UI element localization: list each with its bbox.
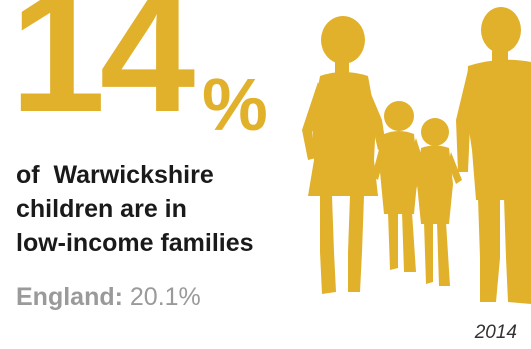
year-label: 2014 bbox=[474, 322, 517, 343]
england-comparison: England: 20.1% bbox=[16, 281, 201, 313]
man-figure-icon bbox=[456, 7, 531, 304]
headline-line-2: children are in bbox=[16, 195, 187, 223]
headline-line-3: low-income families bbox=[16, 229, 254, 257]
stat-value: 14 bbox=[10, 0, 195, 148]
woman-figure-icon bbox=[302, 16, 386, 294]
headline: of Warwickshire children are in low-inco… bbox=[16, 158, 316, 260]
comparison-value: 20.1% bbox=[129, 283, 201, 311]
stat-unit: % bbox=[202, 63, 268, 146]
comparison-label: England: bbox=[16, 283, 123, 311]
family-silhouette-icon bbox=[302, 7, 531, 304]
headline-line-1: of Warwickshire bbox=[16, 161, 214, 189]
child-figure-icon bbox=[410, 118, 462, 286]
